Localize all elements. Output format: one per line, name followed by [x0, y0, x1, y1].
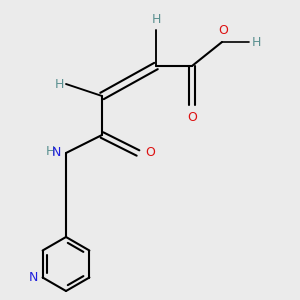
Text: N: N: [52, 146, 62, 160]
Text: O: O: [219, 25, 228, 38]
Text: O: O: [146, 146, 155, 160]
Text: H: H: [151, 14, 161, 26]
Text: H: H: [251, 35, 261, 49]
Text: H: H: [46, 145, 56, 158]
Text: N: N: [29, 271, 38, 284]
Text: H: H: [55, 77, 64, 91]
Text: O: O: [187, 111, 197, 124]
